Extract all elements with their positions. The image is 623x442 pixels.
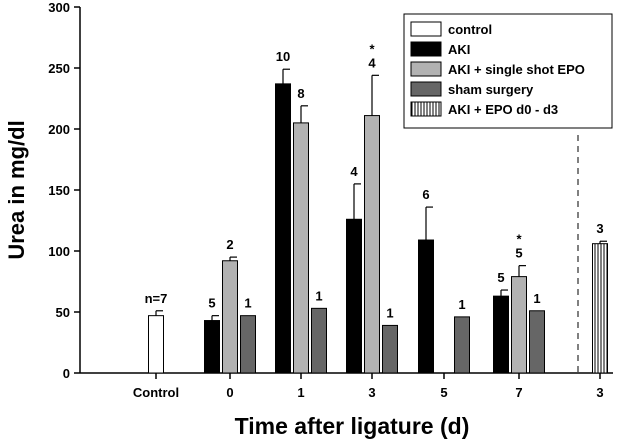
bar-sham	[240, 315, 256, 374]
x-tick-label: 7	[515, 385, 522, 400]
bar-n-label: n=7	[145, 291, 168, 306]
legend-label-aki_epo_single: AKI + single shot EPO	[448, 62, 585, 77]
y-tick-label: 300	[48, 0, 70, 15]
bar-n-label: 10	[276, 49, 290, 64]
legend-swatch-control	[410, 21, 442, 37]
legend-swatch-aki_epo_single	[410, 61, 442, 77]
bar-n-label: 5	[497, 270, 504, 285]
legend-label-control: control	[448, 22, 492, 37]
y-axis-title: Urea in mg/dl	[4, 120, 29, 259]
bar-n-label: 5	[515, 246, 522, 261]
bar-sham	[311, 307, 327, 374]
bar-aki	[493, 295, 509, 374]
x-tick-label: 5	[440, 385, 447, 400]
bar-n-label: 4	[368, 55, 376, 70]
bar-n-label: 5	[208, 296, 215, 311]
bar-n-label: 1	[458, 297, 465, 312]
significance-star: *	[369, 41, 375, 56]
bar-n-label: 3	[596, 221, 603, 236]
x-tick-label: 3	[596, 385, 603, 400]
y-tick-label: 250	[48, 61, 70, 76]
significance-star: *	[516, 232, 522, 247]
bar-n-label: 4	[350, 164, 358, 179]
bar-sham	[454, 316, 470, 374]
legend-swatch-aki_epo_d0_d3	[410, 101, 442, 117]
bar-control	[148, 315, 164, 374]
bar-aki_epo_single	[364, 115, 380, 374]
y-tick-label: 100	[48, 244, 70, 259]
bar-n-label: 1	[386, 305, 393, 320]
bar-aki_epo_single	[511, 276, 527, 374]
bars	[148, 68, 608, 374]
bar-n-label: 1	[244, 296, 251, 311]
y-tick-label: 50	[56, 305, 70, 320]
bar-aki	[275, 83, 291, 374]
legend-label-sham: sham surgery	[448, 82, 534, 97]
y-ticks: 0 50 100 150 200 250 300	[48, 0, 80, 381]
x-tick-label: Control	[133, 385, 179, 400]
legend-label-aki: AKI	[448, 42, 470, 57]
legend-label-aki_epo_d0_d3: AKI + EPO d0 - d3	[448, 102, 558, 117]
legend: control AKI AKI + single shot EPO sham surg…	[403, 13, 613, 129]
legend-swatch-sham	[410, 81, 442, 97]
y-tick-label: 150	[48, 183, 70, 198]
bar-sham	[529, 310, 545, 374]
legend-swatch-aki	[410, 41, 442, 57]
bar-aki	[346, 218, 362, 374]
bar-aki_epo_single	[222, 260, 238, 374]
x-axis-title: Time after ligature (d)	[235, 413, 470, 439]
bar-n-label: 1	[315, 288, 322, 303]
x-tick-label: 1	[297, 385, 304, 400]
y-tick-label: 0	[63, 366, 70, 381]
bar-aki	[204, 320, 220, 374]
x-tick-label: 3	[368, 385, 375, 400]
x-ticks: Control 0 1 3 5 7 3	[133, 373, 604, 400]
bar-n-label: 6	[422, 187, 429, 202]
bar-sham	[382, 324, 398, 374]
bar-aki_epo_d0_d3	[592, 243, 608, 374]
bar-aki	[418, 239, 434, 374]
bar-n-label: 8	[297, 86, 304, 101]
y-tick-label: 200	[48, 122, 70, 137]
bar-aki_epo_single	[293, 122, 309, 374]
bar-n-label: 1	[533, 291, 540, 306]
bar-n-label: 2	[226, 237, 233, 252]
x-tick-label: 0	[226, 385, 233, 400]
